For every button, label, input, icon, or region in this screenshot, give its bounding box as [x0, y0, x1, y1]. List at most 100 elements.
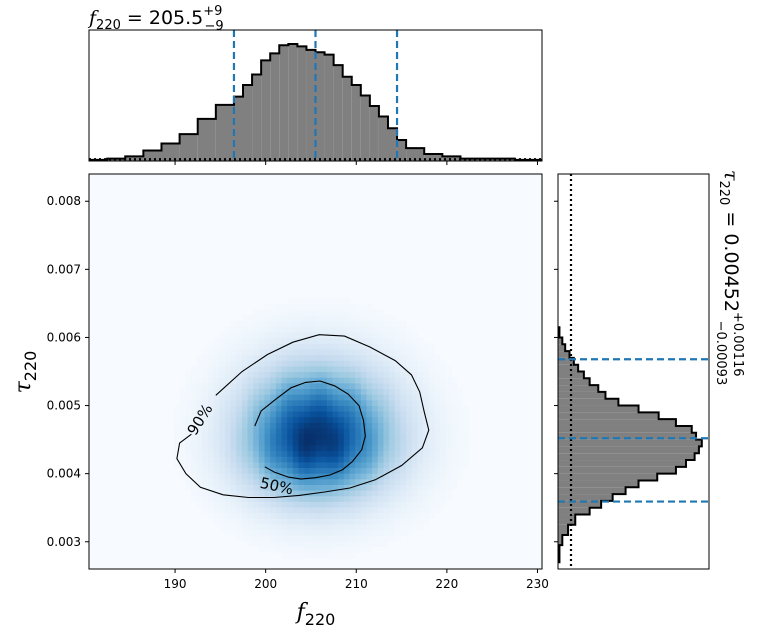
heatmap-cell [406, 394, 413, 401]
heatmap-cell [207, 377, 215, 384]
heatmap-cell [366, 337, 373, 344]
heatmap-cell [462, 405, 469, 412]
heatmap-cell [343, 439, 351, 446]
heatmap-cell [304, 439, 311, 446]
heatmap-cell [281, 303, 288, 311]
heatmap-cell [411, 461, 419, 469]
heatmap-cell [236, 416, 243, 423]
heatmap-cell [264, 444, 271, 452]
heatmap-cell [417, 523, 424, 531]
top-histogram-frame [88, 29, 543, 162]
heatmap-cell [332, 433, 339, 440]
heatmap-cell [219, 388, 226, 395]
heatmap-cell [355, 365, 362, 373]
heatmap-cell [400, 506, 407, 514]
heatmap-cell [230, 523, 237, 531]
heatmap-cell [315, 365, 322, 373]
heatmap-cell [366, 309, 373, 316]
heatmap-cell [315, 382, 322, 390]
heatmap-cell [383, 540, 390, 548]
heatmap-cell [326, 506, 334, 514]
heatmap-cell [281, 529, 288, 536]
heatmap-cell [281, 326, 288, 333]
heatmap-cell [445, 399, 452, 406]
heatmap-cell [417, 422, 424, 429]
heatmap-cell [372, 405, 379, 412]
heatmap-cell [349, 394, 356, 401]
heatmap-cell [451, 444, 458, 452]
heatmap-cell [366, 382, 373, 390]
heatmap-cell [241, 484, 249, 491]
heatmap-cell [230, 456, 237, 463]
heatmap-cell [264, 518, 271, 525]
heatmap-cell [417, 382, 424, 390]
heatmap-cell [287, 433, 294, 440]
heatmap-cell [451, 456, 458, 463]
right-hist-bar [558, 357, 574, 365]
heatmap-cell [287, 326, 294, 333]
heatmap-cell [411, 422, 419, 429]
heatmap-cell [400, 490, 407, 497]
heatmap-cell [343, 540, 351, 548]
heatmap-cell [292, 473, 300, 480]
heatmap-cell [224, 326, 232, 333]
heatmap-cell [343, 320, 351, 327]
heatmap-cell [423, 518, 430, 525]
heatmap-cell [287, 405, 294, 412]
heatmap-cell [292, 315, 300, 322]
heatmap-cell [332, 467, 339, 474]
heatmap-cell [377, 343, 385, 350]
heatmap-cell [253, 360, 260, 367]
heatmap-cell [372, 320, 379, 327]
heatmap-cell [202, 411, 209, 418]
heatmap-cell [224, 484, 232, 491]
heatmap-cell [394, 433, 402, 440]
heatmap-cell [224, 388, 232, 395]
heatmap-cell [253, 501, 260, 508]
heatmap-cell [258, 326, 266, 333]
heatmap-cell [360, 394, 368, 401]
heatmap-cell [304, 450, 311, 457]
heatmap-cell [179, 473, 186, 480]
heatmap-cell [196, 490, 203, 497]
heatmap-cell [377, 326, 385, 333]
heatmap-cell [332, 337, 339, 344]
heatmap-cell [423, 506, 430, 514]
heatmap-cell [292, 484, 300, 491]
heatmap-cell [219, 467, 226, 474]
heatmap-cell [332, 411, 339, 418]
heatmap-cell [264, 382, 271, 390]
heatmap-cell [383, 444, 390, 452]
heatmap-cell [219, 427, 226, 435]
heatmap-cell [185, 478, 192, 485]
heatmap-cell [338, 348, 345, 356]
heatmap-cell [355, 473, 362, 480]
heatmap-cell [411, 337, 419, 344]
heatmap-cell [264, 337, 271, 344]
top-hist-bar [143, 150, 162, 161]
heatmap-cell [230, 473, 237, 480]
heatmap-cell [326, 298, 334, 305]
heatmap-cell [366, 495, 373, 502]
heatmap-cell [309, 315, 317, 322]
heatmap-cell [230, 382, 237, 390]
heatmap-cell [383, 332, 390, 339]
heatmap-cell [428, 427, 436, 435]
heatmap-cell [258, 382, 266, 390]
heatmap-cell [383, 478, 390, 485]
right-hist-bar [558, 460, 686, 467]
heatmap-cell [434, 405, 441, 412]
heatmap-cell [213, 518, 220, 525]
heatmap-cell [423, 473, 430, 480]
heatmap-cell [281, 439, 288, 446]
heatmap-cell [355, 320, 362, 327]
heatmap-cell [355, 501, 362, 508]
heatmap-cell [400, 360, 407, 367]
heatmap-cell [400, 371, 407, 378]
heatmap-cell [230, 501, 237, 508]
heatmap-cell [411, 343, 419, 350]
heatmap-cell [389, 535, 396, 542]
heatmap-cell [173, 433, 181, 440]
heatmap-cell [224, 348, 232, 356]
heatmap-cell [253, 456, 260, 463]
